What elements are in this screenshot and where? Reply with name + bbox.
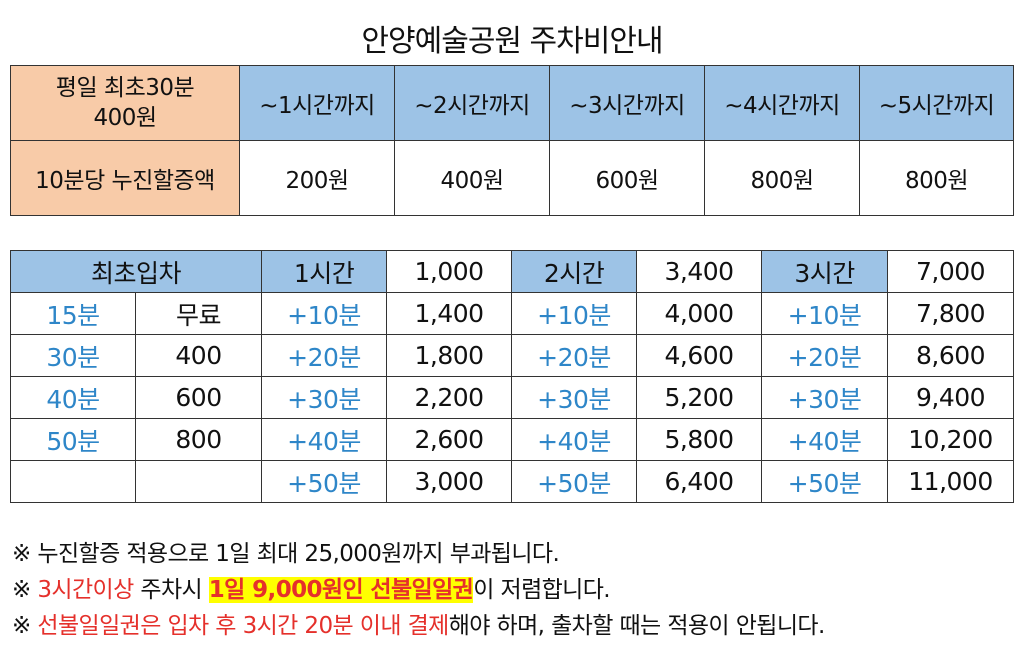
table-row: 15분 무료 +10분 1,400 +10분 4,000 +10분 7,800 — [10, 292, 1015, 335]
entry-minutes — [10, 460, 136, 503]
extra-minutes: +30분 — [761, 376, 889, 419]
extra-minutes: +10분 — [511, 292, 638, 335]
note-text: 해야 하며, 출차할 때는 적용이 안됩니다. — [448, 613, 826, 639]
tier-header: ~3시간까지 — [549, 65, 705, 141]
increment-value: 200원 — [239, 140, 395, 216]
note-mark: ※ — [12, 613, 38, 639]
extra-minutes: +30분 — [261, 376, 388, 419]
block-base-fee: 7,000 — [887, 250, 1015, 293]
note-mark: ※ — [12, 577, 38, 603]
page-title: 안양예술공원 주차비안내 — [361, 24, 663, 59]
block-base-fee: 1,000 — [386, 250, 513, 293]
fee-value: 7,800 — [887, 292, 1015, 335]
fee-value: 10,200 — [887, 418, 1015, 461]
time-fee-table: 최초입차 1시간 1,000 2시간 3,400 3시간 7,000 15분 무… — [9, 250, 1015, 503]
extra-minutes: +50분 — [261, 460, 388, 503]
block-header: 1시간 — [261, 250, 388, 293]
entry-fee: 800 — [134, 418, 263, 461]
table-row: 40분 600 +30분 2,200 +30분 5,200 +30분 9,400 — [10, 376, 1015, 419]
extra-minutes: +10분 — [761, 292, 889, 335]
base-rate-line1: 평일 최초30분 — [55, 75, 195, 101]
rate-header-row: 평일 최초30분 400원 ~1시간까지 ~2시간까지 ~3시간까지 ~4시간까… — [10, 65, 1014, 141]
entry-minutes: 15분 — [10, 292, 136, 335]
tier-header: ~5시간까지 — [859, 65, 1014, 141]
tier-header: ~1시간까지 — [239, 65, 395, 141]
base-rate-cell: 평일 최초30분 400원 — [10, 65, 240, 141]
increment-value: 400원 — [394, 140, 550, 216]
fee-value: 1,400 — [386, 292, 513, 335]
note-highlight: 1일 9,000원인 선불일일권 — [208, 577, 474, 603]
note-red-text: 3시간이상 — [37, 577, 134, 603]
table-row: 50분 800 +40분 2,600 +40분 5,800 +40분 10,20… — [10, 418, 1015, 461]
tier-header: ~4시간까지 — [704, 65, 860, 141]
table-row: +50분 3,000 +50분 6,400 +50분 11,000 — [10, 460, 1015, 503]
entry-fee — [134, 460, 263, 503]
entry-fee: 무료 — [134, 292, 263, 335]
entry-minutes: 30분 — [10, 334, 136, 377]
extra-minutes: +20분 — [511, 334, 638, 377]
fee-value: 4,000 — [636, 292, 763, 335]
note-red-text: 선불일일권은 입차 후 3시간 20분 이내 결제 — [37, 613, 449, 639]
fee-value: 8,600 — [887, 334, 1015, 377]
fee-value: 3,000 — [386, 460, 513, 503]
block-base-fee: 3,400 — [636, 250, 763, 293]
fee-value: 11,000 — [887, 460, 1015, 503]
increment-value: 800원 — [704, 140, 860, 216]
fee-value: 5,200 — [636, 376, 763, 419]
fee-value: 1,800 — [386, 334, 513, 377]
entry-minutes: 50분 — [10, 418, 136, 461]
tier-header: ~2시간까지 — [394, 65, 550, 141]
note-day-pass: ※ 3시간이상 주차시 1일 9,000원인 선불일일권이 저렴합니다. — [12, 572, 1012, 608]
note-payment-rule: ※ 선불일일권은 입차 후 3시간 20분 이내 결제해야 하며, 출차할 때는… — [12, 608, 1012, 644]
entry-fee: 600 — [134, 376, 263, 419]
base-rate-line2: 400원 — [93, 105, 157, 131]
increment-value: 800원 — [859, 140, 1014, 216]
note-max-charge: ※ 누진할증 적용으로 1일 최대 25,000원까지 부과됩니다. — [12, 541, 560, 567]
extra-minutes: +10분 — [261, 292, 388, 335]
increment-label: 10분당 누진할증액 — [10, 140, 240, 216]
entry-minutes: 40분 — [10, 376, 136, 419]
fee-value: 2,600 — [386, 418, 513, 461]
time-header-row: 최초입차 1시간 1,000 2시간 3,400 3시간 7,000 — [9, 250, 1015, 293]
entry-fee: 400 — [134, 334, 263, 377]
increment-value: 600원 — [549, 140, 705, 216]
block-header: 3시간 — [761, 250, 889, 293]
extra-minutes: +20분 — [761, 334, 889, 377]
block-header: 2시간 — [511, 250, 638, 293]
extra-minutes: +50분 — [761, 460, 889, 503]
extra-minutes: +50분 — [511, 460, 638, 503]
fee-value: 5,800 — [636, 418, 763, 461]
fee-value: 2,200 — [386, 376, 513, 419]
fee-value: 9,400 — [887, 376, 1015, 419]
rate-table: 평일 최초30분 400원 ~1시간까지 ~2시간까지 ~3시간까지 ~4시간까… — [10, 65, 1014, 216]
fee-value: 4,600 — [636, 334, 763, 377]
fee-value: 6,400 — [636, 460, 763, 503]
extra-minutes: +40분 — [261, 418, 388, 461]
extra-minutes: +40분 — [761, 418, 889, 461]
extra-minutes: +30분 — [511, 376, 638, 419]
notes-section: ※ 누진할증 적용으로 1일 최대 25,000원까지 부과됩니다. ※ 3시간… — [12, 536, 1012, 644]
extra-minutes: +20분 — [261, 334, 388, 377]
first-entry-header: 최초입차 — [9, 250, 263, 293]
table-row: 30분 400 +20분 1,800 +20분 4,600 +20분 8,600 — [10, 334, 1015, 377]
extra-minutes: +40분 — [511, 418, 638, 461]
increment-row: 10분당 누진할증액 200원 400원 600원 800원 800원 — [10, 140, 1014, 216]
note-text: 주차시 — [133, 577, 209, 603]
note-text: 이 저렴합니다. — [473, 577, 611, 603]
